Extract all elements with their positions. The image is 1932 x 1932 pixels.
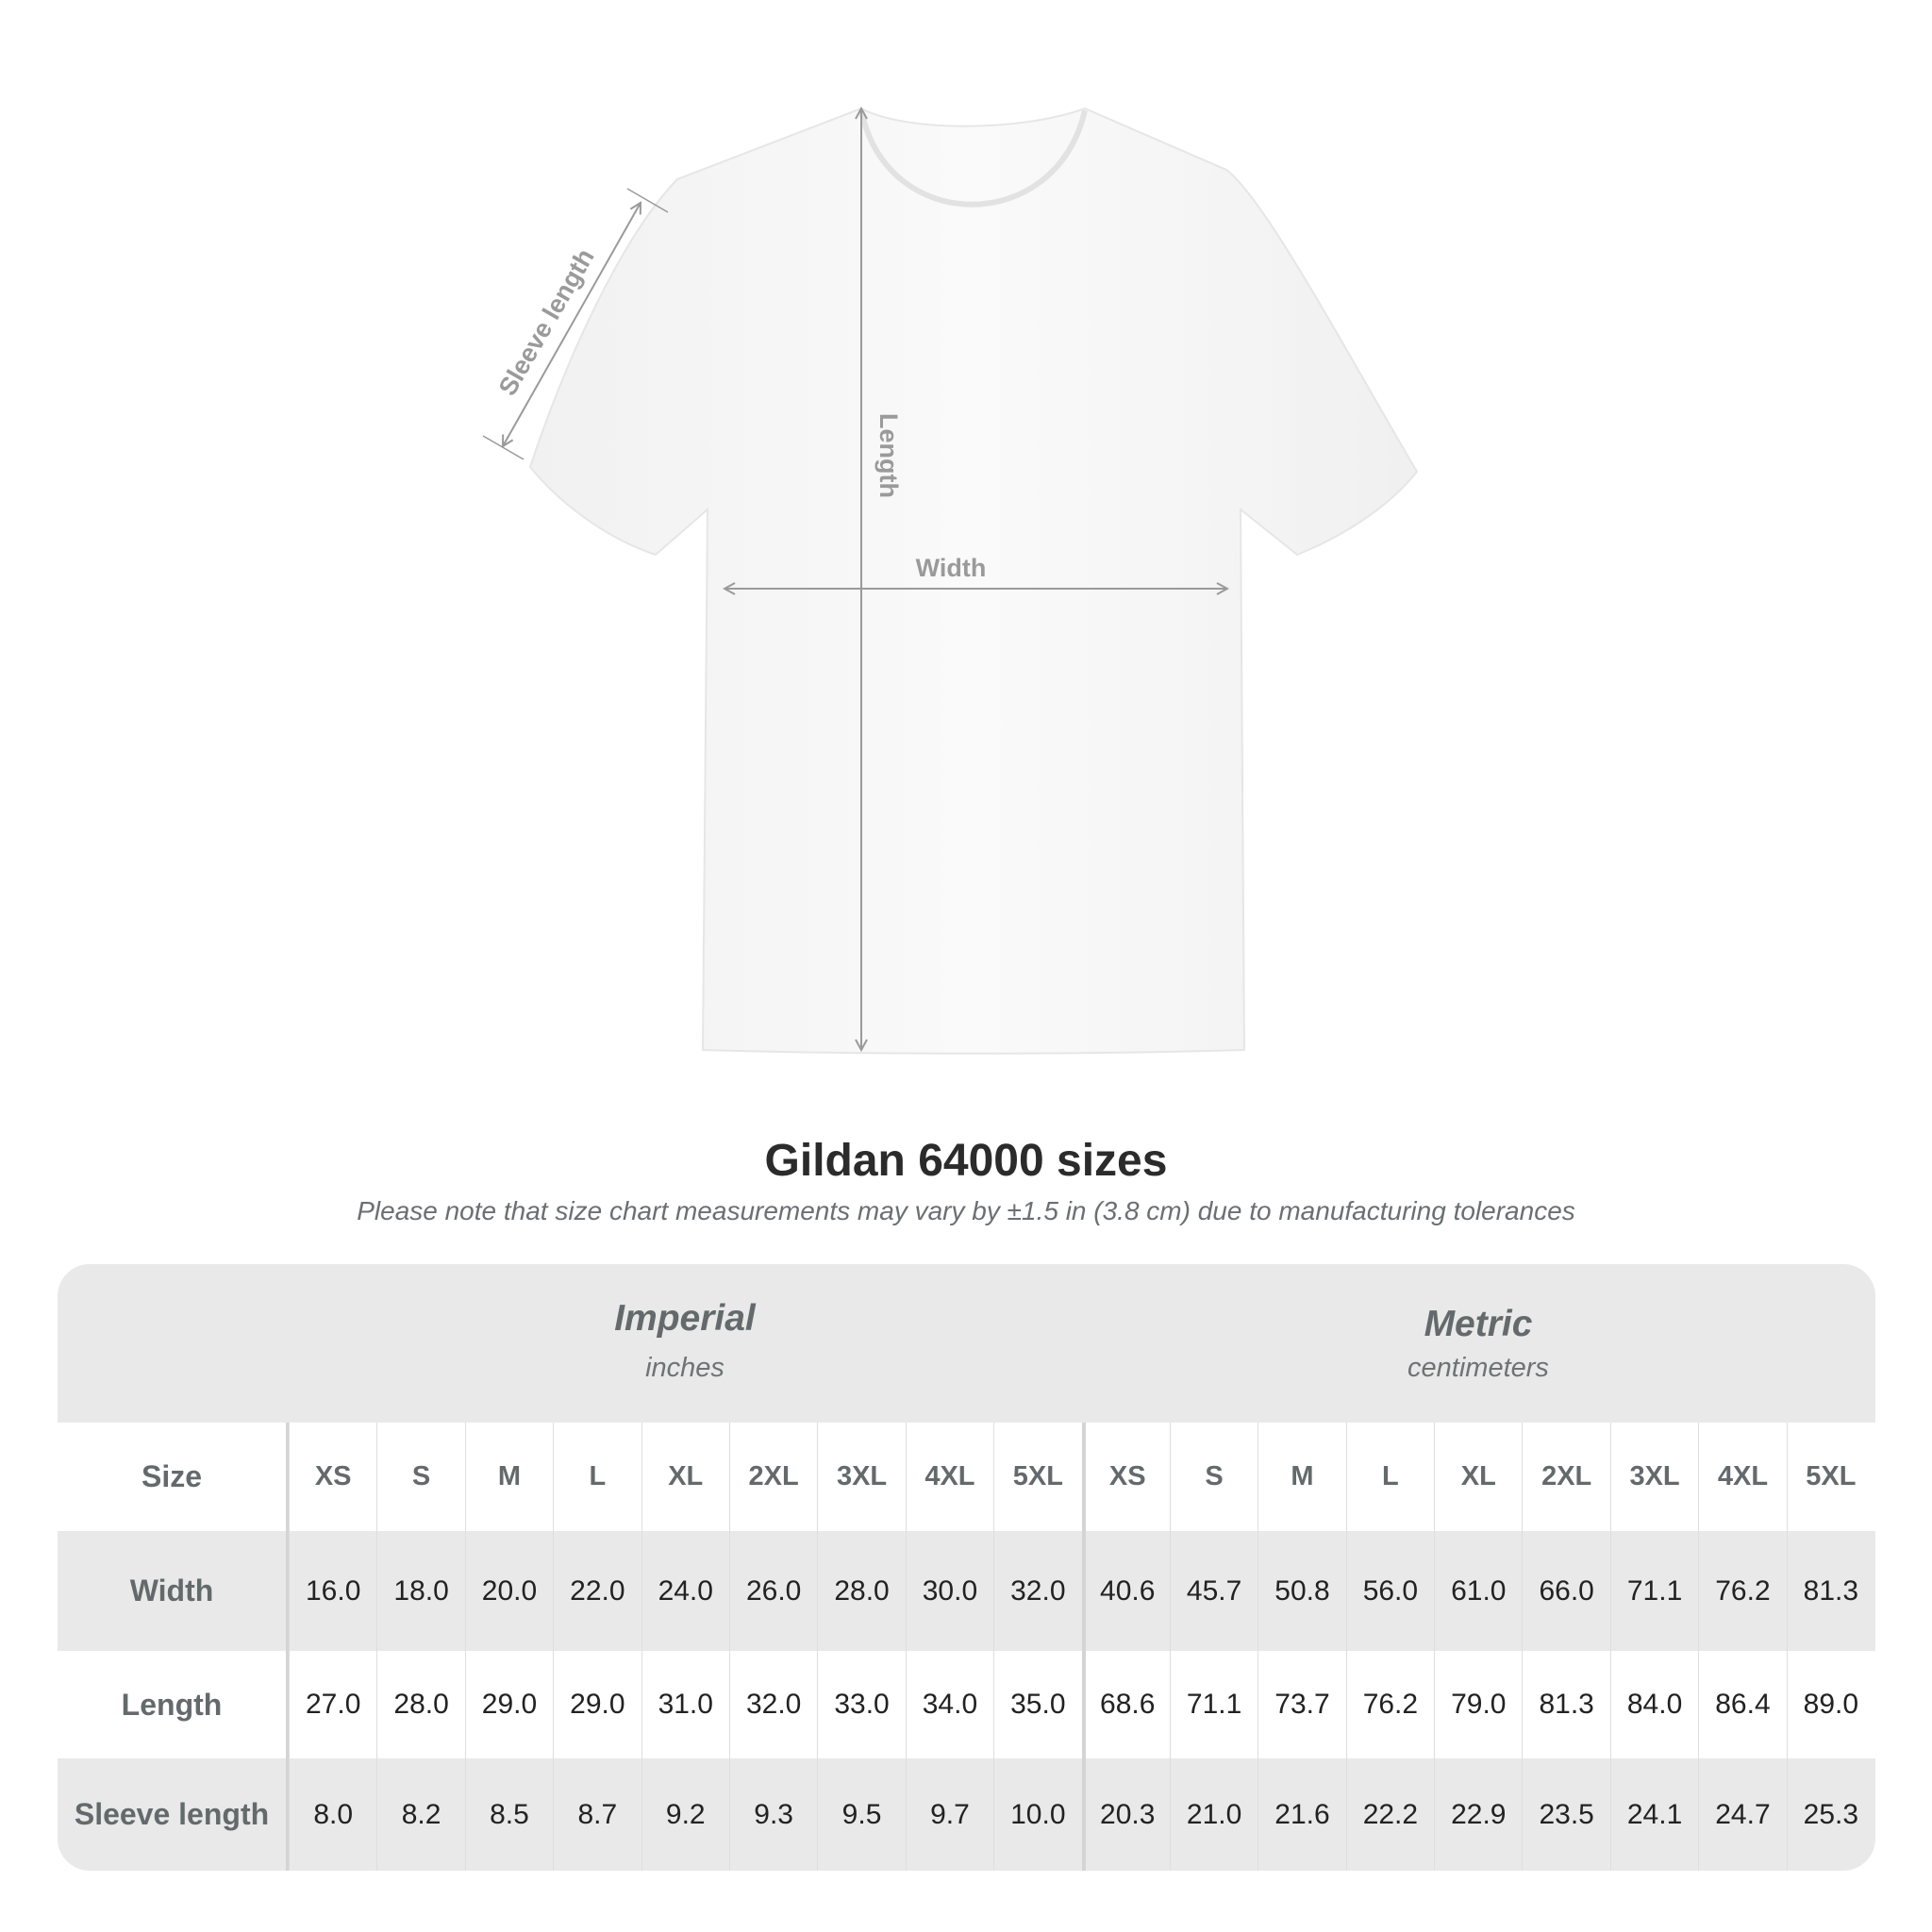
- size-header-cell: 4XL: [1698, 1423, 1786, 1531]
- table-cell: 9.7: [905, 1758, 993, 1871]
- table-cell: 8.2: [376, 1758, 464, 1871]
- table-cell: 30.0: [905, 1531, 993, 1651]
- table-cell: 22.2: [1345, 1758, 1434, 1871]
- table-cell: 84.0: [1609, 1651, 1698, 1758]
- tolerance-note: Please note that size chart measurements…: [357, 1196, 1575, 1225]
- sleeve-length-arrow: [503, 203, 641, 446]
- table-cell: 29.0: [464, 1651, 553, 1758]
- table-cell: 31.0: [641, 1651, 729, 1758]
- row-label: Size: [58, 1423, 289, 1531]
- table-cell: 81.3: [1786, 1531, 1874, 1651]
- table-cell: 21.0: [1169, 1758, 1257, 1871]
- metric-title: Metric: [1424, 1304, 1533, 1344]
- table-cell: 25.3: [1786, 1758, 1874, 1871]
- table-cell: 45.7: [1169, 1531, 1257, 1651]
- imperial-header: Imperial inches: [289, 1264, 1081, 1423]
- size-header-cell: S: [1169, 1423, 1257, 1531]
- table-cell: 50.8: [1257, 1531, 1345, 1651]
- table-cell: 20.0: [464, 1531, 553, 1651]
- size-header-cell: M: [464, 1423, 553, 1531]
- size-header-cell: S: [376, 1423, 464, 1531]
- tshirt-measurement-diagram: Length Width Sleeve length: [482, 0, 1419, 1055]
- table-cell: 29.0: [553, 1651, 641, 1758]
- size-header-cell: 4XL: [905, 1423, 993, 1531]
- length-label: Length: [874, 413, 903, 498]
- size-header-cell: 2XL: [1522, 1423, 1609, 1531]
- size-header-cell: 5XL: [993, 1423, 1081, 1531]
- size-header-cell: M: [1257, 1423, 1345, 1531]
- table-cell: 34.0: [905, 1651, 993, 1758]
- metric-unit: centimeters: [1407, 1353, 1549, 1383]
- table-cell: 18.0: [376, 1531, 464, 1651]
- table-cell: 22.0: [553, 1531, 641, 1651]
- table-cell: 32.0: [993, 1531, 1081, 1651]
- table-cell: 24.7: [1698, 1758, 1786, 1871]
- table-cell: 40.6: [1081, 1531, 1170, 1651]
- table-cell: 79.0: [1434, 1651, 1522, 1758]
- table-cell: 9.5: [817, 1758, 905, 1871]
- table-cell: 24.0: [641, 1531, 729, 1651]
- size-header-cell: L: [553, 1423, 641, 1531]
- metric-header: Metric centimeters: [1081, 1264, 1875, 1423]
- table-cell: 76.2: [1698, 1531, 1786, 1651]
- size-header-cell: 5XL: [1786, 1423, 1874, 1531]
- width-label: Width: [916, 554, 987, 582]
- table-cell: 23.5: [1522, 1758, 1609, 1871]
- table-cell: 33.0: [817, 1651, 905, 1758]
- table-cell: 10.0: [993, 1758, 1081, 1871]
- size-header-cell: 2XL: [728, 1423, 817, 1531]
- table-cell: 27.0: [289, 1651, 376, 1758]
- tshirt-shape: [528, 107, 1419, 1055]
- table-cell: 8.0: [289, 1758, 376, 1871]
- imperial-unit: inches: [645, 1353, 724, 1383]
- table-cell: 8.5: [464, 1758, 553, 1871]
- table-cell: 24.1: [1609, 1758, 1698, 1871]
- table-cell: 73.7: [1257, 1651, 1345, 1758]
- table-cell: 32.0: [728, 1651, 817, 1758]
- size-header-cell: XL: [641, 1423, 729, 1531]
- sleeve-tick-top: [626, 188, 669, 213]
- row-label: Sleeve length: [58, 1758, 289, 1871]
- tshirt-collar: [858, 109, 1088, 208]
- table-cell: 22.9: [1434, 1758, 1522, 1871]
- table-cell: 61.0: [1434, 1531, 1522, 1651]
- table-cell: 86.4: [1698, 1651, 1786, 1758]
- table-cell: 28.0: [376, 1651, 464, 1758]
- size-header-cell: XS: [1081, 1423, 1170, 1531]
- table-cell: 20.3: [1081, 1758, 1170, 1871]
- table-cell: 89.0: [1786, 1651, 1874, 1758]
- table-cell: 21.6: [1257, 1758, 1345, 1871]
- table-cell: 28.0: [817, 1531, 905, 1651]
- size-header-cell: L: [1345, 1423, 1434, 1531]
- table-cell: 68.6: [1081, 1651, 1170, 1758]
- size-header-cell: XS: [289, 1423, 376, 1531]
- table-cell: 81.3: [1522, 1651, 1609, 1758]
- page-title: Gildan 64000 sizes: [764, 1136, 1168, 1186]
- table-row: Sleeve length 8.0 8.2 8.5 8.7 9.2 9.3 9.5 9.7 10.…: [58, 1758, 1875, 1871]
- table-cell: 8.7: [553, 1758, 641, 1871]
- table-cell: 9.3: [728, 1758, 817, 1871]
- table-cell: 56.0: [1345, 1531, 1434, 1651]
- size-header-cell: 3XL: [817, 1423, 905, 1531]
- table-row: Length 27.0 28.0 29.0 29.0 31.0 32.0 33.0 34.0 35…: [58, 1651, 1875, 1758]
- imperial-title: Imperial: [614, 1298, 756, 1339]
- row-label: Width: [58, 1531, 289, 1651]
- table-cell: 9.2: [641, 1758, 729, 1871]
- table-cell: 35.0: [993, 1651, 1081, 1758]
- table-cell: 16.0: [289, 1531, 376, 1651]
- size-header-row: Size XS S M L XL 2XL 3XL 4XL 5XL XS S M L XL 2XL 3XL 4XL 5…: [58, 1423, 1875, 1531]
- row-label: Length: [58, 1651, 289, 1758]
- sleeve-tick-bottom: [482, 435, 525, 460]
- table-cell: 26.0: [728, 1531, 817, 1651]
- table-row: Width 16.0 18.0 20.0 22.0 24.0 26.0 28.0 30.0 32.…: [58, 1531, 1875, 1651]
- size-header-cell: XL: [1434, 1423, 1522, 1531]
- table-cell: 71.1: [1609, 1531, 1698, 1651]
- table-cell: 76.2: [1345, 1651, 1434, 1758]
- table-cell: 71.1: [1169, 1651, 1257, 1758]
- size-table: Imperial inches Metric centimeters Size X…: [58, 1264, 1875, 1871]
- size-header-cell: 3XL: [1609, 1423, 1698, 1531]
- table-cell: 66.0: [1522, 1531, 1609, 1651]
